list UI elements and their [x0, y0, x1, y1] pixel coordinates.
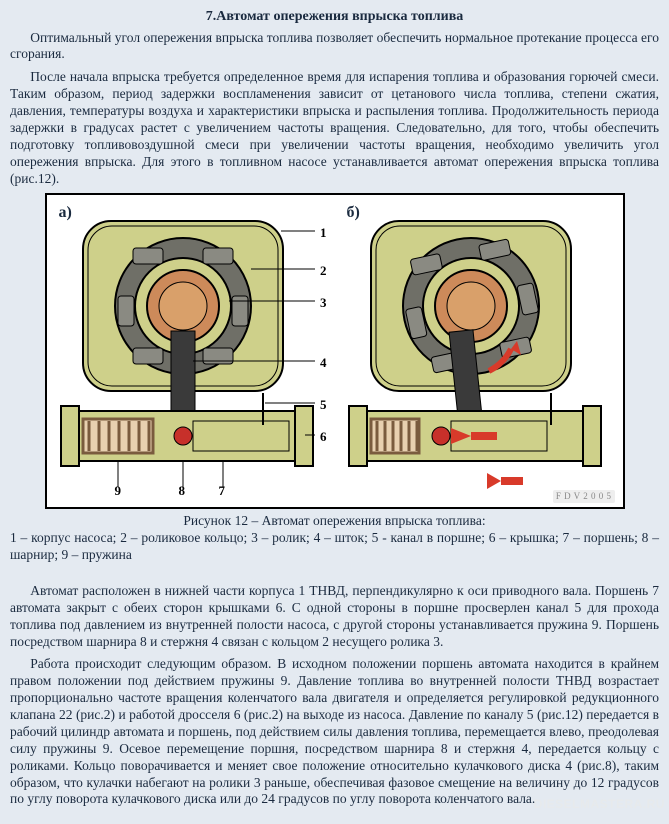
callout-5: 5 [320, 397, 327, 413]
callout-9: 9 [115, 483, 122, 499]
callout-6: 6 [320, 429, 327, 445]
callout-3: 3 [320, 295, 327, 311]
callout-2: 2 [320, 263, 327, 279]
figure-caption: Рисунок 12 – Автомат опережения впрыска … [10, 513, 659, 530]
figure-legend: 1 – корпус насоса; 2 – роликовое кольцо;… [10, 530, 659, 564]
section-title: 7.Автомат опережения впрыска топлива [10, 8, 659, 26]
figure-panel-a: а) [53, 201, 333, 501]
paragraph-2: После начала впрыска требуется определен… [10, 69, 659, 187]
panel-b-label: б) [347, 203, 360, 223]
figure-panel-b: б) [341, 201, 621, 501]
callout-8: 8 [179, 483, 186, 499]
panel-a-label: а) [59, 203, 72, 223]
figure-inner-watermark: F D V 2 0 0 5 [553, 490, 615, 503]
callout-4: 4 [320, 355, 327, 371]
paragraph-1: Оптимальный угол опережения впрыска топл… [10, 30, 659, 64]
paragraph-4: Работа происходит следующим образом. В и… [10, 656, 659, 808]
callout-7: 7 [219, 483, 226, 499]
paragraph-3: Автомат расположен в нижней части корпус… [10, 583, 659, 651]
figure-12: а) [45, 193, 625, 509]
callout-1: 1 [320, 225, 327, 241]
site-watermark: DIESELMASTERA.RU [534, 797, 665, 812]
